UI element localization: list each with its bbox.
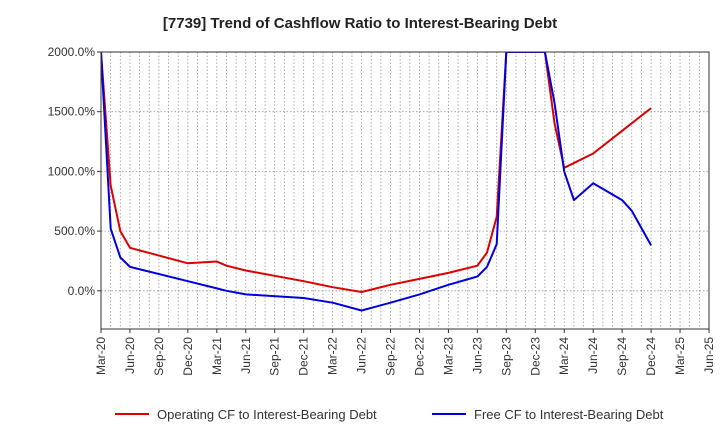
x-tick-label: Jun-23 [470,337,484,374]
x-tick-label: Jun-21 [239,337,253,374]
x-tick-label: Sep-23 [499,337,513,376]
x-tick-label: Sep-22 [384,337,398,376]
x-tick-label: Jun-22 [355,337,369,374]
y-tick-label: 500.0% [54,224,95,238]
y-tick-label: 2000.0% [48,45,96,59]
plot-frame [100,51,710,330]
x-tick-label: Sep-20 [152,337,166,376]
x-tick-label: Mar-23 [441,337,455,375]
x-tick-label: Jun-25 [702,337,716,374]
x-tick-label: Mar-21 [210,337,224,375]
grid [100,51,710,329]
x-tick-label: Dec-20 [181,337,195,376]
x-tick-labels: Mar-20 Jun-20 Sep-20 Dec-20 Mar-21 Jun-21 Sep-… [94,329,716,376]
legend-label: Free CF to Interest-Bearing Debt [474,407,664,422]
x-tick-label: Jun-20 [123,337,137,374]
x-tick-label: Dec-22 [412,337,426,376]
x-tick-label: Sep-24 [615,337,629,376]
x-tick-label: Dec-24 [644,337,658,376]
x-tick-label: Mar-22 [326,337,340,375]
y-tick-label: 0.0% [68,284,96,298]
x-tick-label: Dec-21 [297,337,311,376]
x-tick-label: Mar-24 [557,337,571,375]
x-tick-label: Mar-20 [94,337,108,375]
legend-label: Operating CF to Interest-Bearing Debt [157,407,377,422]
y-tick-labels: 0.0% 500.0% 1000.0% 1500.0% 2000.0% [48,45,101,298]
x-tick-label: Mar-25 [673,337,687,375]
series [101,52,652,312]
x-tick-label: Jun-24 [586,337,600,374]
x-tick-label: Sep-21 [268,337,282,376]
series-line-free-cf [101,52,652,312]
legend: Operating CF to Interest-Bearing Debt Fre… [115,407,664,422]
y-tick-label: 1500.0% [48,105,96,119]
x-tick-label: Dec-23 [528,337,542,376]
y-tick-label: 1000.0% [48,164,96,178]
chart-title: [7739] Trend of Cashflow Ratio to Intere… [163,15,557,32]
series-line-operating-cf [101,52,652,293]
